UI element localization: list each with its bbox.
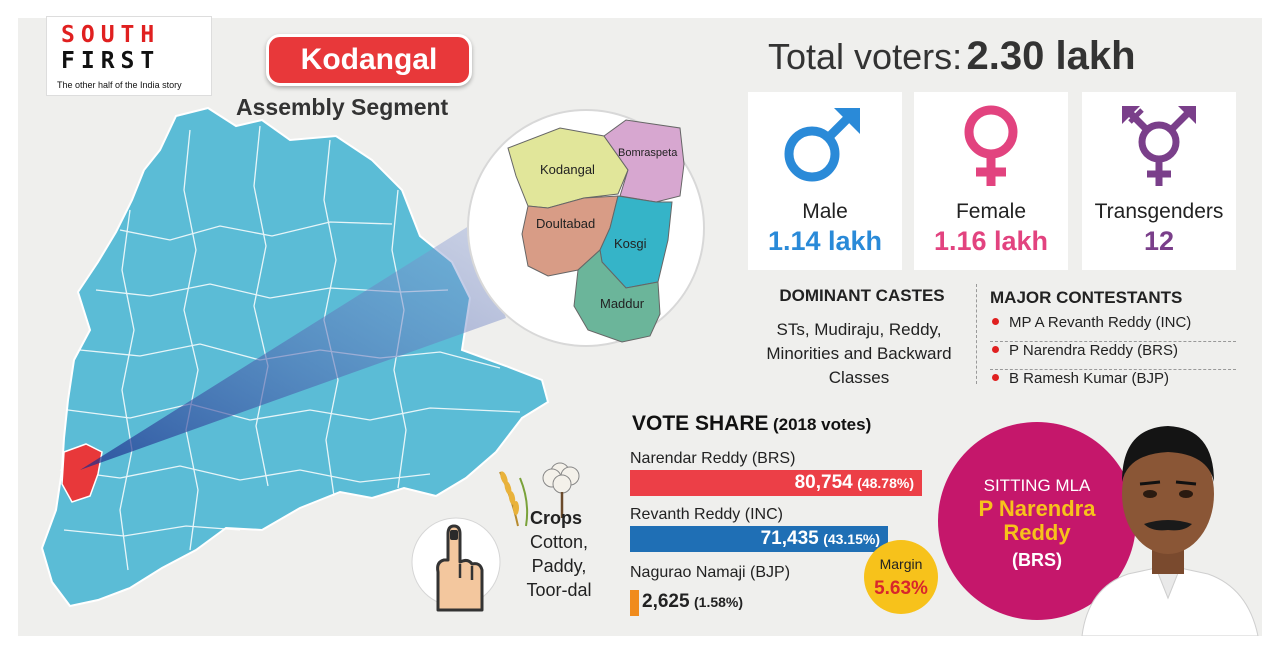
male-icon [784,108,860,182]
contestant-item: B Ramesh Kumar (BJP) [990,370,1236,398]
mla-name-line-1: P Narendra [978,496,1096,521]
divider [976,284,977,384]
crop-item: Cotton, [529,532,589,552]
vote-count: 80,754 [794,472,853,493]
crops-icon [499,462,580,527]
contestants-heading: MAJOR CONTESTANTS [990,288,1183,307]
zoom-beam [80,224,506,470]
page-title: Kodangal [266,34,472,86]
vote-share-heading: VOTE SHARE [632,412,769,435]
mla-heading: SITTING MLA [983,476,1091,495]
contestant-name: MP A Revanth Reddy (INC) [1009,314,1192,331]
total-voters: Total voters: 2.30 lakh [768,34,1136,79]
logo-tagline: The other half of the India story [57,80,182,90]
male-card: Male 1.14 lakh [748,92,902,270]
mla-name-line-2: Reddy [1003,520,1071,545]
female-label: Female [955,200,1027,223]
vote-value: 2,625 (1.58%) [642,591,743,613]
mandal-bomraspeta [603,119,685,203]
mandal-label-kodangal: Kodangal [540,162,595,177]
male-label: Male [802,200,848,223]
mandal-maddur [573,249,661,343]
female-card: Female 1.16 lakh [914,92,1068,270]
mandal-kodangal [507,127,629,209]
vote-count: 71,435 [760,528,819,549]
south-first-logo: SOUTH FIRST The other half of the India … [46,16,212,96]
transgender-label: Transgenders [1094,200,1224,223]
bullet-icon [992,346,999,353]
castes-heading: DOMINANT CASTES [779,286,945,305]
male-value: 1.14 lakh [767,226,883,256]
contestant-name: B Ramesh Kumar (BJP) [1009,370,1170,387]
contestant-item: MP A Revanth Reddy (INC) [990,314,1236,342]
female-icon [964,105,1018,186]
contestant-name: P Narendra Reddy (BRS) [1009,342,1178,359]
vote-percent: (43.15%) [823,531,880,547]
page-subtitle: Assembly Segment [236,94,449,120]
vote-share-subheading: (2018 votes) [772,415,872,434]
transgender-icon [1122,106,1196,186]
margin-badge: Margin 5.63% [864,540,938,614]
vote-percent: (48.78%) [857,475,914,491]
crop-item: Toor-dal [526,580,592,600]
logo-line-1: SOUTH [61,22,161,48]
vote-share-title: VOTE SHARE (2018 votes) [632,412,871,436]
total-voters-value: 2.30 lakh [966,34,1136,78]
sitting-mla-badge: SITTING MLA P Narendra Reddy (BRS) [938,422,1136,620]
mandal-label-maddur: Maddur [600,296,645,311]
mla-party: (BRS) [1012,550,1062,570]
crops-heading: Crops [530,508,583,528]
mandal-label-kosgi: Kosgi [614,236,647,251]
contestant-item: P Narendra Reddy (BRS) [990,342,1236,370]
margin-value: 5.63% [874,578,928,599]
kodangal-highlight [61,443,103,503]
transgender-card: Transgenders 12 [1082,92,1236,270]
female-value: 1.16 lakh [933,226,1049,256]
voting-finger-icon [411,517,501,612]
candidate-name: Nagurao Namaji (BJP) [630,564,791,581]
total-voters-label: Total voters: [768,36,963,77]
vote-bar: 71,435 (43.15%) [630,526,888,552]
vote-percent: (1.58%) [694,594,744,610]
margin-label: Margin [879,556,923,572]
bullet-icon [992,318,999,325]
transgender-value: 12 [1143,226,1175,256]
bullet-icon [992,374,999,381]
candidate-name: Revanth Reddy (INC) [630,506,783,523]
logo-line-2: FIRST [61,48,161,74]
mla-photo [1081,426,1259,636]
candidate-name: Narendar Reddy (BRS) [630,450,796,467]
mandal-label-bomraspeta: Bomraspeta [618,147,678,159]
vote-bar: 80,754 (48.78%) [630,470,922,496]
crop-item: Paddy, [531,556,587,576]
crops-list: Cotton, Paddy, Toor-dal [514,530,604,602]
vote-bar [630,590,639,616]
mandal-label-doultabad: Doultabad [536,216,595,231]
vote-count: 2,625 [642,591,690,612]
castes-text: STs, Mudiraju, Reddy, Minorities and Bac… [766,320,952,387]
